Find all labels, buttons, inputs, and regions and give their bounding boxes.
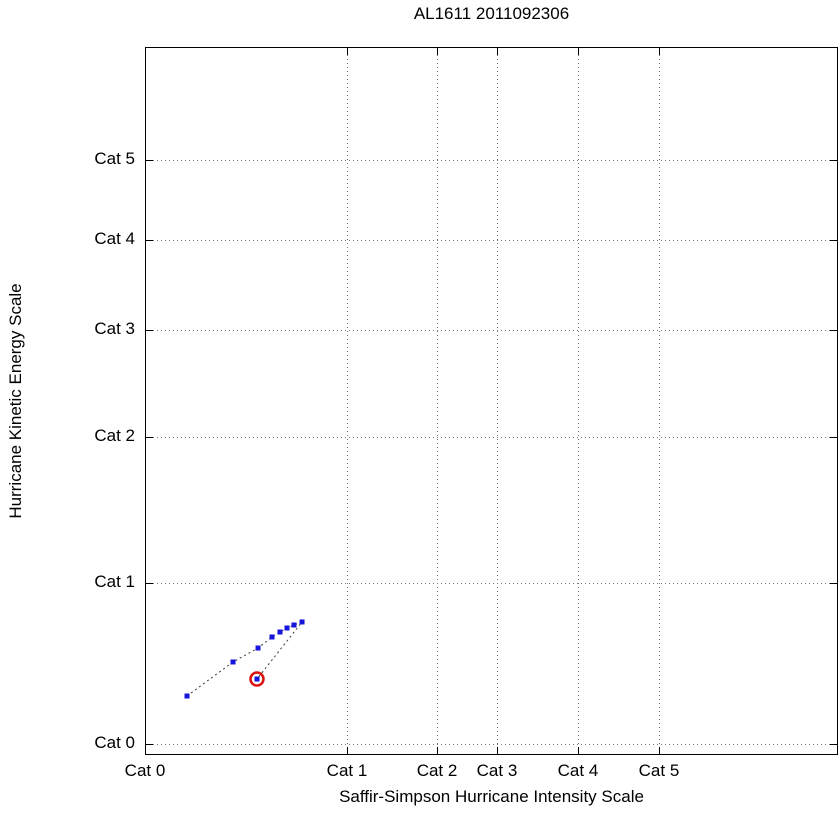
x-axis-label: Saffir-Simpson Hurricane Intensity Scale xyxy=(339,787,644,806)
track-point-marker xyxy=(184,693,190,699)
y-axis-label: Hurricane Kinetic Energy Scale xyxy=(6,283,25,519)
y-tick-label: Cat 3 xyxy=(94,318,135,338)
track-point-marker xyxy=(291,622,297,628)
y-tick-label: Cat 5 xyxy=(94,148,135,168)
current-position-ring xyxy=(249,671,265,687)
track-line xyxy=(186,620,304,697)
chart-title: AL1611 2011092306 xyxy=(413,4,570,23)
track-point-marker xyxy=(254,676,260,682)
track-point-marker xyxy=(230,659,236,665)
track-point-marker xyxy=(284,625,290,631)
plot-canvas xyxy=(145,47,838,755)
x-tick-label: Cat 3 xyxy=(476,761,518,780)
track-point-marker xyxy=(269,634,275,640)
x-tick-label: Cat 5 xyxy=(638,761,680,780)
x-tick-label: Cat 4 xyxy=(557,761,599,780)
plot-border xyxy=(145,47,838,755)
track-point-marker xyxy=(277,629,283,635)
y-tick-label: Cat 0 xyxy=(94,733,135,753)
y-tick-label: Cat 2 xyxy=(94,425,135,445)
x-tick-label: Cat 0 xyxy=(124,761,166,780)
track-point-marker xyxy=(255,645,261,651)
x-tick-label: Cat 2 xyxy=(416,761,458,780)
plot-region xyxy=(145,47,838,755)
y-tick-label: Cat 1 xyxy=(94,572,135,592)
x-tick-label: Cat 1 xyxy=(326,761,368,780)
y-tick-label: Cat 4 xyxy=(94,229,135,248)
track-point-marker xyxy=(299,619,305,625)
